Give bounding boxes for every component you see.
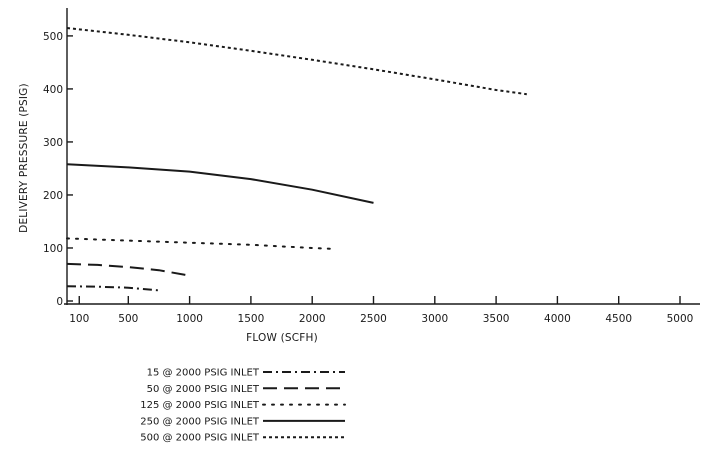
series-layer	[66, 27, 527, 292]
series-line-5	[66, 27, 527, 96]
y-tick-label: 0	[56, 296, 63, 308]
x-axis-title: FLOW (SCFH)	[246, 332, 318, 344]
chart-axes	[64, 8, 700, 305]
x-tick-label: 4500	[605, 313, 632, 325]
y-axis-title: DELIVERY PRESSURE (PSIG)	[18, 83, 30, 233]
y-tick-label: 400	[43, 84, 63, 96]
x-ticks: 100 500 1000 1500 2000 2500 3000 3500 4000 4500 50…	[69, 296, 693, 325]
x-tick-label: 2000	[299, 313, 326, 325]
x-tick-label: 2500	[360, 313, 387, 325]
series-line-1	[66, 285, 159, 292]
series-line-4	[66, 163, 374, 204]
x-tick-label: 5000	[667, 313, 694, 325]
x-tick-label: 3000	[421, 313, 448, 325]
legend-label: 500 @ 2000 PSIG INLET	[140, 433, 260, 444]
legend: 15 @ 2000 PSIG INLET 50 @ 2000 PSIG INLET…	[140, 368, 346, 444]
x-tick-label: 500	[118, 313, 138, 325]
legend-label: 15 @ 2000 PSIG INLET	[147, 368, 260, 379]
series-line-3	[66, 237, 338, 250]
x-tick-label: 1000	[176, 313, 203, 325]
x-tick-label: 100	[69, 313, 89, 325]
legend-label: 50 @ 2000 PSIG INLET	[147, 384, 260, 395]
y-ticks: 0 100 200 300 400 500	[43, 31, 73, 308]
x-tick-label: 1500	[238, 313, 265, 325]
legend-label: 125 @ 2000 PSIG INLET	[140, 400, 260, 411]
y-tick-label: 200	[43, 190, 63, 202]
x-tick-label: 3500	[483, 313, 510, 325]
y-tick-label: 300	[43, 137, 63, 149]
legend-label: 250 @ 2000 PSIG INLET	[140, 416, 260, 427]
y-tick-label: 500	[43, 31, 63, 43]
x-tick-label: 4000	[544, 313, 571, 325]
y-tick-label: 100	[43, 243, 63, 255]
series-line-2	[66, 262, 190, 277]
